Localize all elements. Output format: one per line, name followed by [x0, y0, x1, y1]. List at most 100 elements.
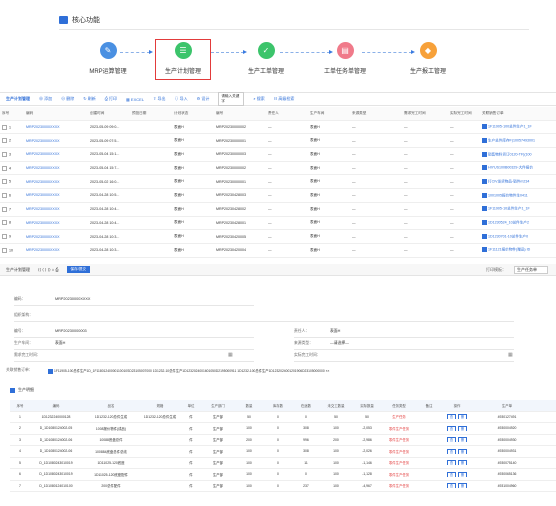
detail-row[interactable]: 4 D_1D1080124002-06 100884底盘总件总线 件 生产部 100 0 30…: [10, 446, 556, 458]
nav-icons[interactable]: ⟨⟨ ⟨ ⟩ ⟩⟩ ⌂ ⎙: [38, 267, 59, 272]
table-cell[interactable]: MRP20230000XXXX: [26, 138, 60, 143]
flow-task-order[interactable]: ▤ 工单任务单管理: [300, 42, 390, 75]
row-checkbox[interactable]: [2, 234, 7, 240]
sales-order-link[interactable]: 1F11905-10总件生产1_1F: [480, 206, 556, 212]
row-number[interactable]: 4: [0, 165, 24, 171]
sales-order-link[interactable]: 1F11121报价物件(赠品) ID: [480, 247, 556, 253]
table-cell[interactable]: MRP20230000XXXX: [26, 207, 60, 212]
delete-button[interactable]: 删: [458, 460, 468, 466]
table-cell[interactable]: MRP20230000XXXX: [26, 193, 60, 198]
search-input[interactable]: 请输入关键字: [218, 92, 245, 106]
row-number[interactable]: 7: [0, 206, 24, 212]
flow-production-plan[interactable]: ☰ 生产计划管理: [138, 42, 228, 75]
row-checkbox[interactable]: [2, 220, 7, 226]
row-checkbox[interactable]: [2, 124, 7, 130]
detail-row[interactable]: 1 1D1232240000128 1D1232-120总件生成 1D1232-120…: [10, 412, 556, 423]
calendar-icon[interactable]: ▦: [508, 352, 513, 358]
row-actions[interactable]: 查删: [442, 414, 472, 420]
delete-button[interactable]: 删: [458, 471, 468, 477]
table-row[interactable]: 1 MRP20230000XXXX 2023-05-09 09:0... 表面H MRP…: [0, 121, 556, 135]
print-template-select[interactable]: 生产任务单: [514, 265, 548, 274]
flow-report[interactable]: ◆ 生产报工管理: [383, 42, 473, 75]
row-checkbox[interactable]: [2, 151, 7, 157]
table-row[interactable]: 3 MRP20230000XXXX 2023-05-04 15:1... 表面H MRP…: [0, 148, 556, 162]
view-button[interactable]: 查: [446, 483, 456, 489]
flow-work-order[interactable]: ✓ 生产工单管理: [221, 42, 311, 75]
delete-button[interactable]: 删: [458, 437, 468, 443]
table-cell[interactable]: MRP20230000XXXX: [26, 125, 60, 130]
table-row[interactable]: 9 MRP20230000XXXX 2023-04-28 10:3... 表面H MRP…: [0, 230, 556, 244]
delete-button[interactable]: 删: [458, 414, 468, 420]
view-button[interactable]: 查: [446, 448, 456, 454]
owner-value[interactable]: 表面H: [330, 329, 341, 333]
view-button[interactable]: 查: [446, 437, 456, 443]
delete-button[interactable]: 删: [458, 483, 468, 489]
design-button[interactable]: ⚙ 设计: [196, 96, 210, 101]
row-number[interactable]: 10: [0, 247, 24, 253]
sales-order-link[interactable]: 1D1230524_10总件生产2: [480, 220, 556, 226]
row-number[interactable]: 2: [0, 138, 24, 144]
refresh-button[interactable]: ↻ 刷新: [83, 96, 96, 101]
row-actions[interactable]: 查删: [442, 437, 472, 443]
table-cell[interactable]: MRP20230000XXXX: [26, 152, 60, 157]
row-actions[interactable]: 查删: [442, 448, 472, 454]
table-row[interactable]: 8 MRP20230000XXXX 2023-04-28 10:4... 表面H MRP…: [0, 217, 556, 231]
workshop-value[interactable]: 表面H: [55, 341, 66, 345]
detail-row[interactable]: 6 D_1D1080243010019 1D11025-120底座配件 件 生产部 100…: [10, 469, 556, 481]
table-cell[interactable]: MRP20230000XXXX: [26, 179, 60, 184]
row-number[interactable]: 3: [0, 151, 24, 157]
advanced-search-button[interactable]: ☷ 高级检索: [273, 96, 295, 101]
delete-button[interactable]: ⊖ 删除: [61, 96, 75, 101]
row-number[interactable]: 9: [0, 234, 24, 240]
row-number[interactable]: 6: [0, 192, 24, 198]
view-button[interactable]: 查: [446, 471, 456, 477]
sales-order-link[interactable]: HIYUS100B00329-大件报价: [480, 165, 556, 171]
table-cell[interactable]: MRP20230000XXXX: [26, 166, 60, 171]
table-cell[interactable]: MRP20230000XXXX: [26, 248, 60, 253]
row-checkbox[interactable]: [2, 179, 7, 185]
row-checkbox[interactable]: [2, 247, 7, 253]
flow-mrp[interactable]: ✎ MRP运算管理: [63, 42, 153, 75]
print-button[interactable]: ⎙ 打印: [104, 96, 118, 101]
sales-order-link[interactable]: 1D1230701-10总件生产0: [480, 233, 556, 239]
detail-row[interactable]: 2 D_1D1080124002-05 1008报价物件(成品) 件 生产部 100 0 30…: [10, 423, 556, 435]
row-checkbox[interactable]: [2, 192, 7, 198]
row-actions[interactable]: 查删: [442, 460, 472, 466]
view-button[interactable]: 查: [446, 414, 456, 420]
source-select[interactable]: —请选择—: [330, 341, 349, 345]
view-button[interactable]: 查: [446, 460, 456, 466]
calendar-icon[interactable]: ▦: [228, 352, 233, 358]
search-button[interactable]: ⌕ 搜索: [253, 96, 265, 101]
table-row[interactable]: 2 MRP20230000XXXX 2023-05-09 07:5... 表面H MRP…: [0, 134, 556, 149]
table-cell[interactable]: MRP20230000XXXX: [26, 234, 60, 239]
table-row[interactable]: 5 MRP20230000XXXX 2023-05-02 16:0... 表面H MRP…: [0, 175, 556, 190]
table-row[interactable]: 7 MRP20230000XXXX 2023-04-28 10:4... 表面H MRP…: [0, 203, 556, 217]
row-number[interactable]: 5: [0, 179, 24, 185]
add-button[interactable]: ⊕ 添加: [39, 96, 53, 101]
sales-order-value[interactable]: 1F11905-100总件生产1D_1F11801240000110010SD2…: [48, 368, 548, 374]
export-button[interactable]: ⇪ 导出: [153, 96, 166, 101]
row-number[interactable]: 8: [0, 220, 24, 226]
table-cell[interactable]: MRP20230000XXXX: [26, 220, 60, 225]
sales-order-link[interactable]: 销售物料货订0120-TF)(100: [480, 151, 556, 157]
sales-order-link[interactable]: 1F11905-100总件生产1_1F: [480, 124, 556, 130]
row-checkbox[interactable]: [2, 206, 7, 212]
sales-order-link[interactable]: 生产总件库存F)10057493001: [480, 137, 556, 143]
row-actions[interactable]: 查删: [442, 483, 472, 489]
view-button[interactable]: 查: [446, 425, 456, 431]
detail-row[interactable]: 7 D_1D1080124010100 200总件配件 件 生产部 100 0 237 100 -…: [10, 481, 556, 492]
table-row[interactable]: 6 MRP20230000XXXX 2023-04-28 10:5... 表面H MRP…: [0, 189, 556, 203]
sales-order-link[interactable]: 打CIV发货物品-销件m234: [480, 179, 556, 185]
table-row[interactable]: 4 MRP20230000XXXX 2023-05-04 15:7... 表面H MRP…: [0, 162, 556, 176]
row-number[interactable]: 1: [0, 124, 24, 130]
table-row[interactable]: 10 MRP20230000XXXX 2023-04-28 10:3... 表面H MR…: [0, 244, 556, 258]
row-checkbox[interactable]: [2, 165, 7, 171]
row-checkbox[interactable]: [2, 138, 7, 144]
save-submit-button[interactable]: 保存/提交: [66, 266, 90, 273]
detail-row[interactable]: 3 D_1D1080124002-06 10088底盘总件 件 生产部 200 0 996 20…: [10, 435, 556, 446]
excel-button[interactable]: ▦ EXCEL: [126, 96, 145, 102]
delete-button[interactable]: 删: [458, 448, 468, 454]
sales-order-link[interactable]: 1001005报价物件生0411: [480, 192, 556, 198]
import-button[interactable]: ⇩ 导入: [174, 96, 188, 101]
row-actions[interactable]: 查删: [442, 471, 472, 477]
